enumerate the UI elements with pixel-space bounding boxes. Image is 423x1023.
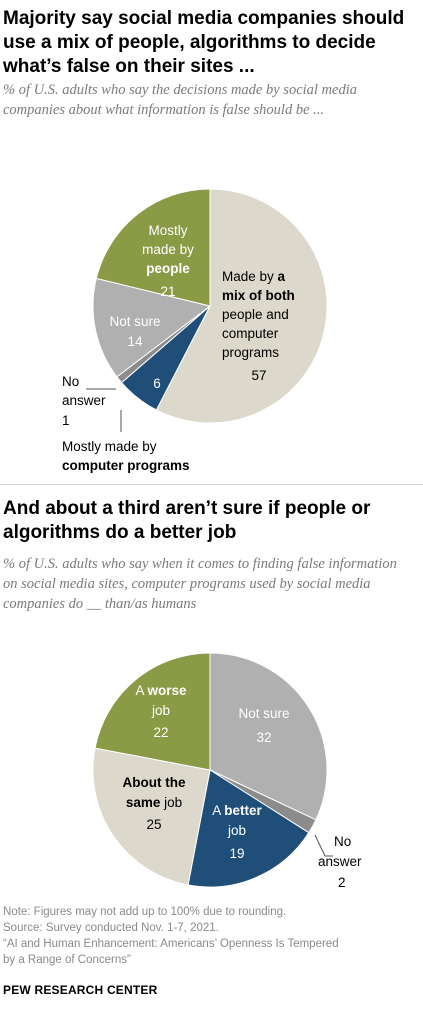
chart1-label-notsure: Not sure (109, 314, 160, 329)
chart1-slice-3 (92, 277, 212, 378)
chart1-label-people-line2: made by (142, 242, 194, 257)
chart2-subtitle: % of U.S. adults who say when it comes t… (3, 556, 397, 612)
brand-logo: PEW RESEARCH CENTER (3, 983, 158, 997)
chart2-label-better-line2: job (227, 823, 246, 838)
chart1-title: Majority say social media companies shou… (3, 8, 405, 77)
chart2-value-noanswer: 2 (338, 875, 346, 890)
chart2-label-noanswer-line2: answer (318, 854, 362, 869)
chart1-pie: Made by a mix of both people and compute… (62, 188, 328, 473)
chart2-value-worse: 22 (153, 725, 168, 740)
note-text: Note: Figures may not add up to 100% due… (3, 906, 287, 918)
chart2-value-same: 25 (146, 817, 161, 832)
chart1-label-computer-line1: Mostly made by (62, 439, 157, 454)
report-title-line2: by a Range of Concerns” (3, 954, 131, 966)
chart2-pie: Not sure 32 A worse job 22 About the sam… (92, 652, 362, 890)
chart2-slices (92, 652, 328, 888)
chart2-label-worse-line2: job (151, 703, 170, 718)
chart2-label-notsure: Not sure (238, 706, 289, 721)
chart1-value-people: 21 (160, 284, 175, 299)
chart1-label-people-line3: people (146, 261, 190, 276)
source-text: Source: Survey conducted Nov. 1-7, 2021. (3, 922, 219, 934)
chart1-value-mix: 57 (251, 368, 266, 383)
chart1-value-computer: 6 (153, 376, 161, 391)
chart1-subtitle: % of U.S. adults who say the decisions m… (3, 82, 357, 118)
chart2-slice-0 (209, 652, 328, 821)
chart1-value-noanswer: 1 (62, 413, 70, 428)
chart2-label-better-line1: A better (212, 803, 262, 818)
chart2-label-same-line2: same job (126, 795, 182, 810)
chart1-label-computer-line2: computer programs (62, 458, 190, 473)
chart2-label-worse-line1: A worse (135, 683, 187, 698)
chart2-label-same-line1: About the (123, 775, 186, 790)
section-divider (0, 484, 423, 485)
chart1-label-mix-line4: computer (222, 326, 279, 341)
notes: Note: Figures may not add up to 100% due… (3, 904, 418, 968)
chart1-slice-0 (155, 188, 328, 424)
chart1-label-mix-line2: mix of both (222, 288, 295, 303)
chart1-value-notsure: 14 (127, 334, 143, 349)
chart2-value-notsure: 32 (256, 730, 271, 745)
chart2-slice-3 (92, 747, 211, 886)
chart2-slice-4 (94, 652, 211, 771)
chart1-label-noanswer-line1: No (62, 374, 79, 389)
chart1-label-mix-line1: Made by a (222, 269, 286, 284)
chart1-slice-4 (95, 188, 211, 307)
chart1-label-people-line1: Mostly (148, 223, 187, 238)
report-title-line1: “AI and Human Enhancement: Americans’ Op… (3, 938, 339, 950)
chart2-slice-2 (187, 769, 310, 888)
chart2-noanswer-leader (314, 834, 333, 857)
chart1-label-noanswer-line2: answer (62, 393, 106, 408)
chart1-label-mix-line3: people and (222, 307, 289, 322)
chart2-label-noanswer-line1: No (334, 834, 351, 849)
chart1-label-mix-line5: programs (222, 345, 279, 360)
chart2-value-better: 19 (229, 846, 244, 861)
chart2-title: And about a third aren’t sure if people … (3, 498, 371, 543)
chart1-slices (92, 188, 328, 424)
